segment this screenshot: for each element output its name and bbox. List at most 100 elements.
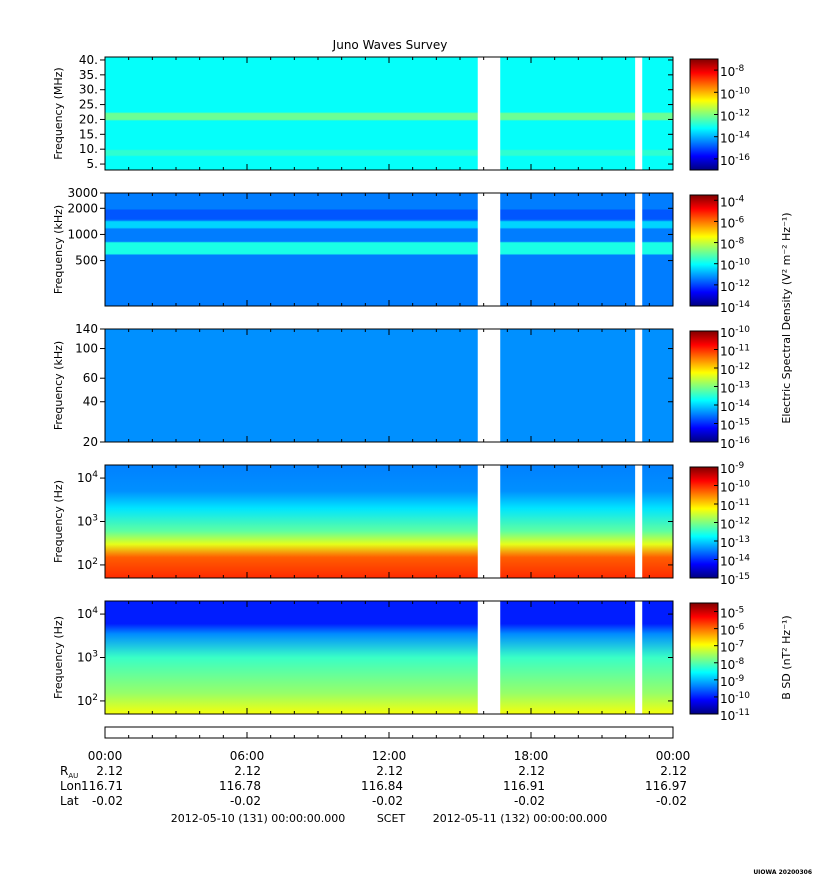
colorbar-tick-label: 10-15	[720, 418, 750, 433]
colorbar-tick-label: 10-9	[720, 461, 745, 476]
ephemeris-value: 2.12	[96, 764, 123, 778]
colorbar-tick-label: 10-14	[720, 300, 750, 315]
colorbar	[689, 466, 719, 579]
colorbar-tick-label: 10-12	[720, 362, 750, 377]
chart-title: Juno Waves Survey	[332, 38, 448, 52]
panel-bsd: 102 103 104 Frequency (Hz) 10-5 10-6 10-7 10-8 1…	[52, 600, 793, 723]
colorbar-tick-label: 10-10	[720, 691, 750, 706]
ephemeris-value: 116.97	[645, 779, 687, 793]
data-gap-2	[635, 193, 643, 306]
colorbar-tick-label: 10-8	[720, 657, 745, 672]
y-tick-label: 30.	[79, 83, 98, 97]
colorbar-tick-label: 10-16	[720, 153, 750, 168]
y-axis-label: Frequency (kHz)	[52, 341, 65, 430]
y-axis-label: Frequency (kHz)	[52, 205, 65, 294]
colorbar-tick-label: 10-7	[720, 640, 744, 655]
ephemeris-value: 2.12	[376, 764, 403, 778]
spectrogram-panels: 5.10.15.20.25.30.35.40. Frequency (MHz) 10…	[52, 53, 793, 723]
colorbar-tick-label: 10-16	[720, 436, 750, 451]
y-tick-label: 140	[75, 322, 98, 336]
ephemeris-value: 116.91	[503, 779, 545, 793]
data-gap-1	[477, 329, 501, 442]
ephemeris-value: 2.12	[660, 764, 687, 778]
y-tick-label: 100	[75, 342, 98, 356]
y-tick-label: 104	[77, 606, 98, 621]
colorbar-tick-label: 10-9	[720, 674, 745, 689]
y-tick-label: 2000	[67, 201, 98, 215]
data-gap-1	[477, 193, 501, 306]
y-tick-label: 104	[77, 470, 98, 485]
data-gap-2	[635, 465, 643, 578]
colorbar-tick-label: 10-5	[720, 606, 744, 621]
ephemeris-value: -0.02	[92, 794, 123, 808]
time-label: 00:00	[88, 749, 123, 763]
y-tick-label: 20.	[79, 112, 98, 126]
footer: 2012-05-10 (131) 00:00:00.000 SCET 2012-…	[171, 812, 607, 825]
colorbar-tick-label: 10-15	[720, 572, 750, 587]
spectrogram-lfr-high	[105, 329, 673, 442]
colorbar-tick-label: 10-8	[720, 237, 745, 252]
time-label: 12:00	[372, 749, 407, 763]
ephemeris-label: Lon	[60, 779, 81, 793]
data-gap-2	[635, 57, 643, 170]
ephemeris-label: RAU	[60, 764, 78, 780]
y-tick-label: 102	[77, 557, 98, 572]
time-label: 00:00	[656, 749, 691, 763]
y-tick-label: 5.	[87, 157, 98, 171]
ephemeris-label: Lat	[60, 794, 79, 808]
spectrogram-bsd	[105, 601, 673, 714]
colorbar-tick-label: 10-6	[720, 623, 745, 638]
credit-stamp: UIOWA 20200306	[753, 869, 812, 876]
y-tick-label: 15.	[79, 127, 98, 141]
y-axis-label: Frequency (Hz)	[52, 616, 65, 699]
data-gap-2	[635, 329, 643, 442]
y-tick-label: 103	[77, 650, 98, 665]
colorbar-tick-label: 10-14	[720, 399, 750, 414]
y-tick-label: 10.	[79, 142, 98, 156]
y-tick-label: 1000	[67, 227, 98, 241]
ephemeris-value: -0.02	[372, 794, 403, 808]
y-axis-label: Frequency (Hz)	[52, 480, 65, 563]
y-tick-label: 40	[83, 395, 98, 409]
colorbar-tick-label: 10-4	[720, 194, 745, 209]
colorbar	[689, 58, 719, 171]
ephemeris-value: -0.02	[230, 794, 261, 808]
panel-lfr-high: 20 40 60 100 140 Frequency (kHz) 10-10 10-11 10-…	[52, 322, 750, 451]
data-gap-1	[477, 601, 501, 714]
colorbar-tick-label: 10-13	[720, 535, 750, 550]
colorbar	[689, 194, 719, 307]
data-gap-1	[477, 57, 501, 170]
spectrogram-lfr-low	[105, 465, 673, 578]
ephemeris-table: RAU 2.12 2.12 2.12 2.12 2.12 Lon 116.71 116.78 11…	[60, 764, 687, 808]
colorbar-label: B SD (nT² Hz⁻¹)	[780, 615, 793, 699]
colorbar	[689, 602, 719, 715]
ephemeris-value: -0.02	[656, 794, 687, 808]
y-tick-label: 102	[77, 693, 98, 708]
panel-hfr-high: 5.10.15.20.25.30.35.40. Frequency (MHz) 10…	[52, 53, 750, 171]
y-tick-label: 40.	[79, 53, 98, 67]
ephemeris-value: 116.78	[219, 779, 261, 793]
ephemeris-value: 116.71	[81, 779, 123, 793]
colorbar-tick-label: 10-12	[720, 109, 750, 124]
colorbar	[689, 330, 719, 443]
colorbar-tick-label: 10-6	[720, 215, 745, 230]
y-tick-label: 500	[75, 254, 98, 268]
panel-lfr-low: 102 103 104 Frequency (Hz) 10-9 10-10 10-11 10-…	[52, 461, 750, 587]
colorbar-tick-label: 10-10	[720, 86, 750, 101]
ephemeris-value: -0.02	[514, 794, 545, 808]
y-tick-label: 25.	[79, 98, 98, 112]
colorbar-tick-label: 10-13	[720, 381, 750, 396]
time-axis: 00:00 06:00 12:00 18:00 00:00	[88, 726, 691, 763]
colorbar-tick-label: 10-14	[720, 554, 750, 569]
y-tick-label: 103	[77, 514, 98, 529]
colorbar-tick-label: 10-12	[720, 517, 750, 532]
colorbar-tick-label: 10-10	[720, 325, 750, 340]
colorbar-tick-label: 10-11	[720, 344, 750, 359]
ephemeris-value: 2.12	[518, 764, 545, 778]
time-label: 06:00	[230, 749, 265, 763]
time-label: 18:00	[514, 749, 549, 763]
spectrogram-hfr-low	[105, 193, 673, 306]
y-tick-label: 35.	[79, 68, 98, 82]
